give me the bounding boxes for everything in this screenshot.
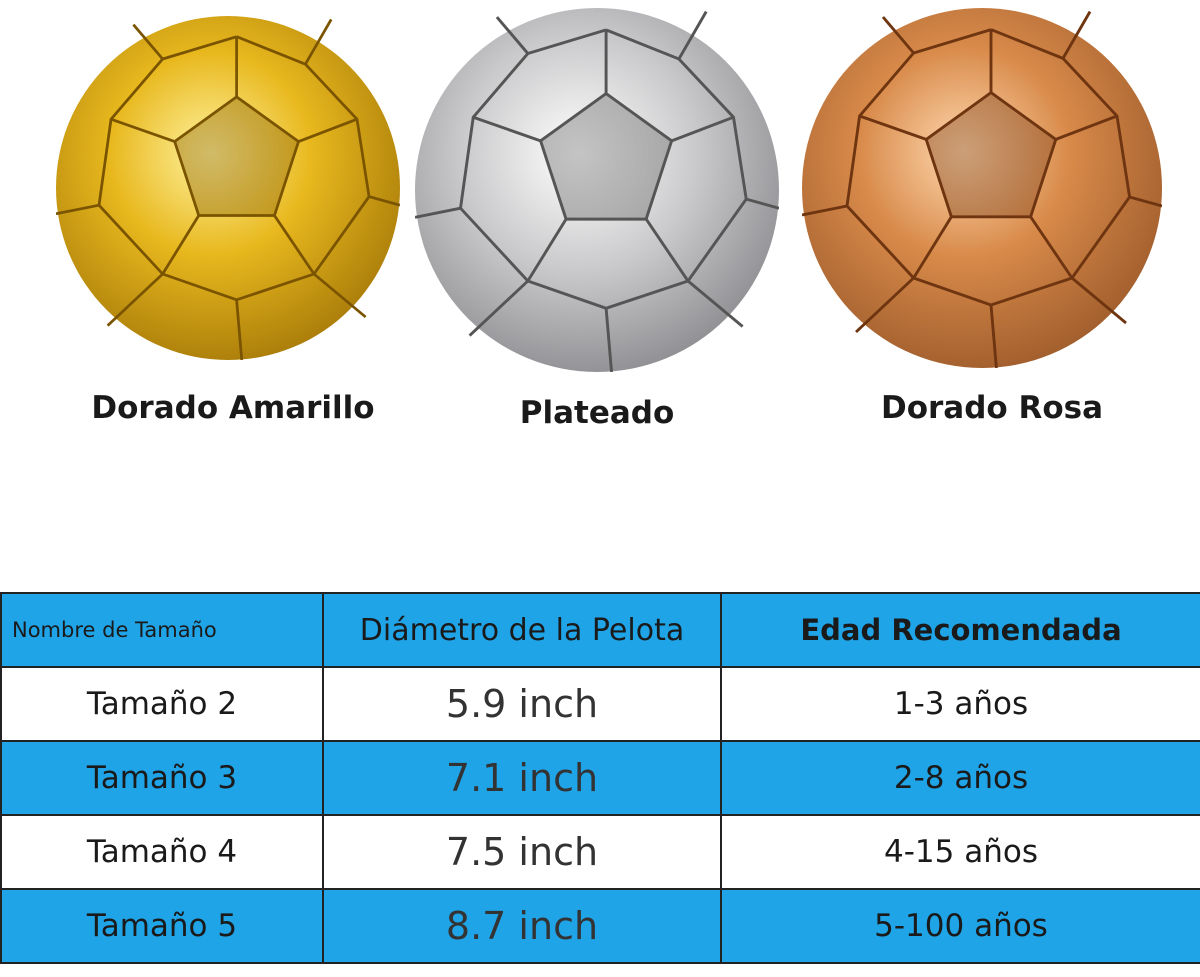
table-row: Tamaño 3 7.1 inch 2-8 años — [0, 740, 1200, 816]
header-row: Nombre de Tamaño Diámetro de la Pelota E… — [0, 592, 1200, 668]
balls — [56, 8, 1162, 372]
table-cell: 4-15 años — [720, 814, 1200, 890]
product-label: Dorado Amarillo — [91, 390, 375, 426]
ball — [802, 8, 1162, 368]
table-cell: 2-8 años — [720, 740, 1200, 816]
header-cell: Edad Recomendada — [720, 592, 1200, 668]
table-cell: Tamaño 5 — [0, 888, 324, 964]
table-row: Tamaño 2 5.9 inch 1-3 años — [0, 666, 1200, 742]
size-table: Nombre de Tamaño Diámetro de la Pelota E… — [0, 592, 1200, 964]
ball — [56, 16, 400, 360]
ball — [415, 8, 779, 372]
table-cell: Tamaño 2 — [0, 666, 324, 742]
table-cell: Tamaño 3 — [0, 740, 324, 816]
table-row: Tamaño 5 8.7 inch 5-100 años — [0, 888, 1200, 964]
table-cell: 1-3 años — [720, 666, 1200, 742]
table-cell: Tamaño 4 — [0, 814, 324, 890]
table-cell: 5-100 años — [720, 888, 1200, 964]
table-cell: 7.1 inch — [322, 740, 722, 816]
header-cell: Nombre de Tamaño — [0, 592, 324, 668]
table-cell: 8.7 inch — [322, 888, 722, 964]
table-cell: 7.5 inch — [322, 814, 722, 890]
product-label: Dorado Rosa — [880, 390, 1104, 426]
header-cell: Diámetro de la Pelota — [322, 592, 722, 668]
table-row: Tamaño 4 7.5 inch 4-15 años — [0, 814, 1200, 890]
table-cell: 5.9 inch — [322, 666, 722, 742]
product-label: Plateado — [519, 395, 675, 431]
